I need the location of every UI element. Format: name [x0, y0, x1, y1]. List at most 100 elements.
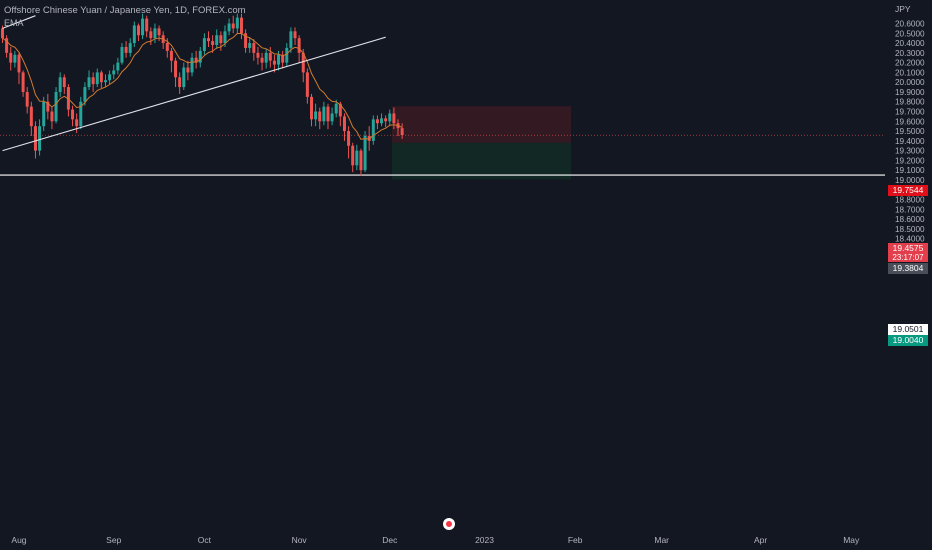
time-tick-0: Aug [11, 535, 26, 545]
candle-body-90 [371, 119, 375, 141]
candle-body-55 [227, 23, 231, 32]
candle-body-42 [174, 60, 178, 78]
ema-path [2, 33, 403, 140]
candle-body-47 [194, 57, 198, 63]
candle-body-40 [165, 43, 169, 51]
candle-body-28 [116, 62, 120, 71]
candle-body-45 [186, 67, 190, 73]
candle-body-31 [128, 43, 132, 53]
candle-body-65 [268, 52, 272, 61]
time-axis-bg [0, 528, 932, 550]
candle-body-10 [42, 101, 46, 127]
price-tick-4: 20.2000 [895, 59, 925, 68]
candle-body-20 [83, 87, 87, 102]
candle-body-83 [342, 116, 346, 132]
trendlines[interactable] [2, 15, 386, 152]
ema-indicator-label[interactable]: EMA [4, 18, 24, 28]
candle-body-4 [17, 54, 21, 73]
candle-body-85 [351, 145, 355, 166]
candle-body-75 [310, 96, 313, 120]
candle-body-74 [305, 72, 309, 97]
candle-body-43 [178, 77, 182, 88]
price-tick-9: 19.7000 [895, 108, 925, 117]
candle-body-59 [244, 33, 248, 48]
candle-body-58 [239, 17, 243, 34]
candle-body-49 [202, 38, 206, 51]
time-axis[interactable]: Aug Sep Oct Nov Dec 2023 Feb Mar Apr May [0, 528, 932, 550]
price-tick-2: 20.4000 [895, 39, 925, 48]
candle-body-35 [145, 18, 149, 32]
last-price-tag: 19.4575 [888, 243, 928, 254]
time-tick-5: 2023 [475, 535, 494, 545]
price-levels [0, 134, 885, 176]
candle-body-84 [347, 131, 351, 146]
price-tick-16: 19.0000 [895, 176, 925, 185]
price-tick-20: 18.6000 [895, 215, 925, 224]
record-icon[interactable] [443, 518, 455, 530]
candle-body-44 [182, 67, 186, 88]
candle-body-92 [380, 118, 384, 124]
long-position-zones[interactable] [391, 106, 572, 180]
price-tick-15: 19.1000 [895, 166, 925, 175]
candle-body-41 [169, 50, 173, 61]
support-price-tag: 19.0501 [888, 324, 928, 335]
candle-body-32 [132, 25, 136, 44]
candle-body-60 [248, 43, 252, 48]
candle-body-1 [5, 38, 9, 53]
candle-body-22 [91, 77, 95, 85]
candle-body-38 [157, 28, 161, 36]
candle-body-61 [252, 43, 256, 53]
candle-body-80 [330, 113, 334, 122]
candle-body-46 [190, 57, 194, 73]
reward-zone [391, 142, 572, 180]
price-tick-6: 20.0000 [895, 78, 925, 87]
candle-body-15 [62, 77, 66, 88]
price-tick-7: 19.9000 [895, 88, 925, 97]
candle-body-2 [9, 52, 13, 63]
candle-body-33 [136, 25, 140, 36]
candle-body-48 [198, 50, 202, 63]
candle-body-13 [54, 91, 58, 122]
price-tick-14: 19.2000 [895, 156, 925, 165]
candle-body-29 [120, 46, 124, 63]
stop-price-tag: 19.7544 [888, 185, 928, 196]
price-tick-1: 20.5000 [895, 29, 925, 38]
candle-body-6 [25, 91, 29, 107]
price-tick-5: 20.1000 [895, 68, 925, 77]
candle-body-97 [400, 128, 404, 135]
candle-body-51 [211, 41, 215, 46]
candle-body-53 [219, 35, 223, 44]
candle-body-93 [384, 118, 388, 122]
candle-body-3 [13, 54, 17, 63]
candle-body-54 [223, 31, 227, 44]
price-tick-0: 20.6000 [895, 20, 925, 29]
trendline-1 [2, 15, 36, 29]
candle-body-19 [79, 101, 83, 127]
price-tick-8: 19.8000 [895, 98, 925, 107]
target-price-tag: 19.0040 [888, 335, 928, 346]
candle-body-27 [112, 70, 116, 75]
candle-body-86 [355, 150, 359, 166]
trendline-0 [2, 36, 386, 152]
candle-body-69 [285, 47, 289, 63]
candle-body-87 [359, 150, 363, 171]
price-tick-18: 18.8000 [895, 196, 925, 205]
candle-body-66 [272, 60, 276, 65]
candle-body-56 [231, 23, 235, 29]
candle-body-63 [260, 57, 264, 63]
candle-body-25 [104, 80, 107, 83]
price-axis[interactable]: JPY20.600020.500020.400020.300020.200020… [885, 0, 932, 550]
candle-body-37 [153, 28, 157, 39]
candlesticks [1, 13, 404, 177]
time-tick-9: May [843, 535, 860, 545]
entry-price-tag: 19.3804 [888, 263, 928, 274]
price-axis-bg [885, 0, 932, 550]
symbol-title[interactable]: Offshore Chinese Yuan / Japanese Yen, 1D… [4, 5, 246, 16]
candle-body-71 [293, 31, 297, 39]
time-tick-2: Oct [198, 535, 212, 545]
candle-body-82 [338, 103, 342, 117]
candle-body-95 [392, 113, 396, 124]
candle-body-72 [297, 38, 301, 53]
candle-body-9 [38, 126, 42, 151]
